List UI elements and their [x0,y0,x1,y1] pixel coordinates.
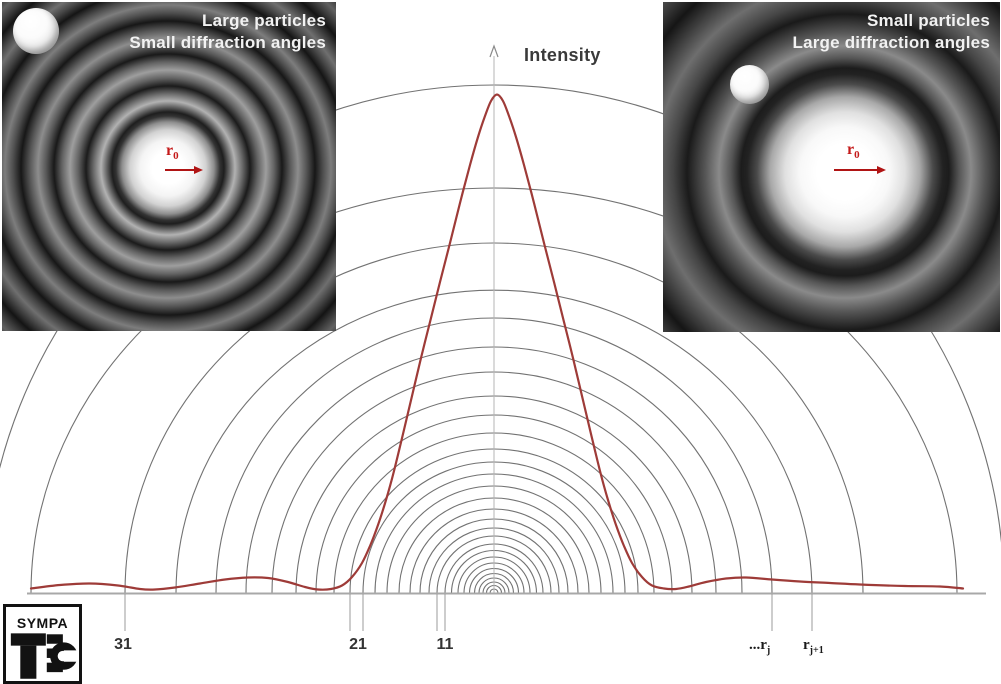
caption-line1: Small particles [866,11,990,30]
logo-text-tec: TEC [6,631,7,632]
radius-label-rj1: rj+1 [803,637,824,656]
ring-number-11: 11 [436,636,454,653]
panel-caption-large: Large particles Small diffraction angles [129,10,326,54]
r0-arrow-left [165,166,203,174]
panel-small-particles: Small particles Large diffraction angles… [663,2,1000,332]
caption-line2: Large diffraction angles [792,33,990,52]
panel-caption-small: Small particles Large diffraction angles [792,10,990,54]
ring-number-21: 21 [349,636,367,653]
r0-arrow-right [834,166,886,174]
r0-label-left: r0 [166,142,179,163]
logo-text-sympa: SYMPA [16,615,69,631]
sympatec-logo: SYMPA TEC [3,604,82,684]
ring-number-31: 31 [114,636,132,653]
intensity-axis-label: Intensity [524,45,601,65]
caption-line2: Small diffraction angles [129,33,326,52]
radius-label-rj: ...rj [749,637,771,656]
small-particle-sphere [730,65,769,104]
panel-large-particles: Large particles Small diffraction angles… [2,2,336,331]
logo-tec-graphic [10,633,78,679]
caption-line1: Large particles [202,11,326,30]
intensity-curve [29,93,965,591]
large-particle-sphere [13,8,59,54]
r0-label-right: r0 [847,141,860,162]
axis-arrowhead-icon [489,44,499,58]
